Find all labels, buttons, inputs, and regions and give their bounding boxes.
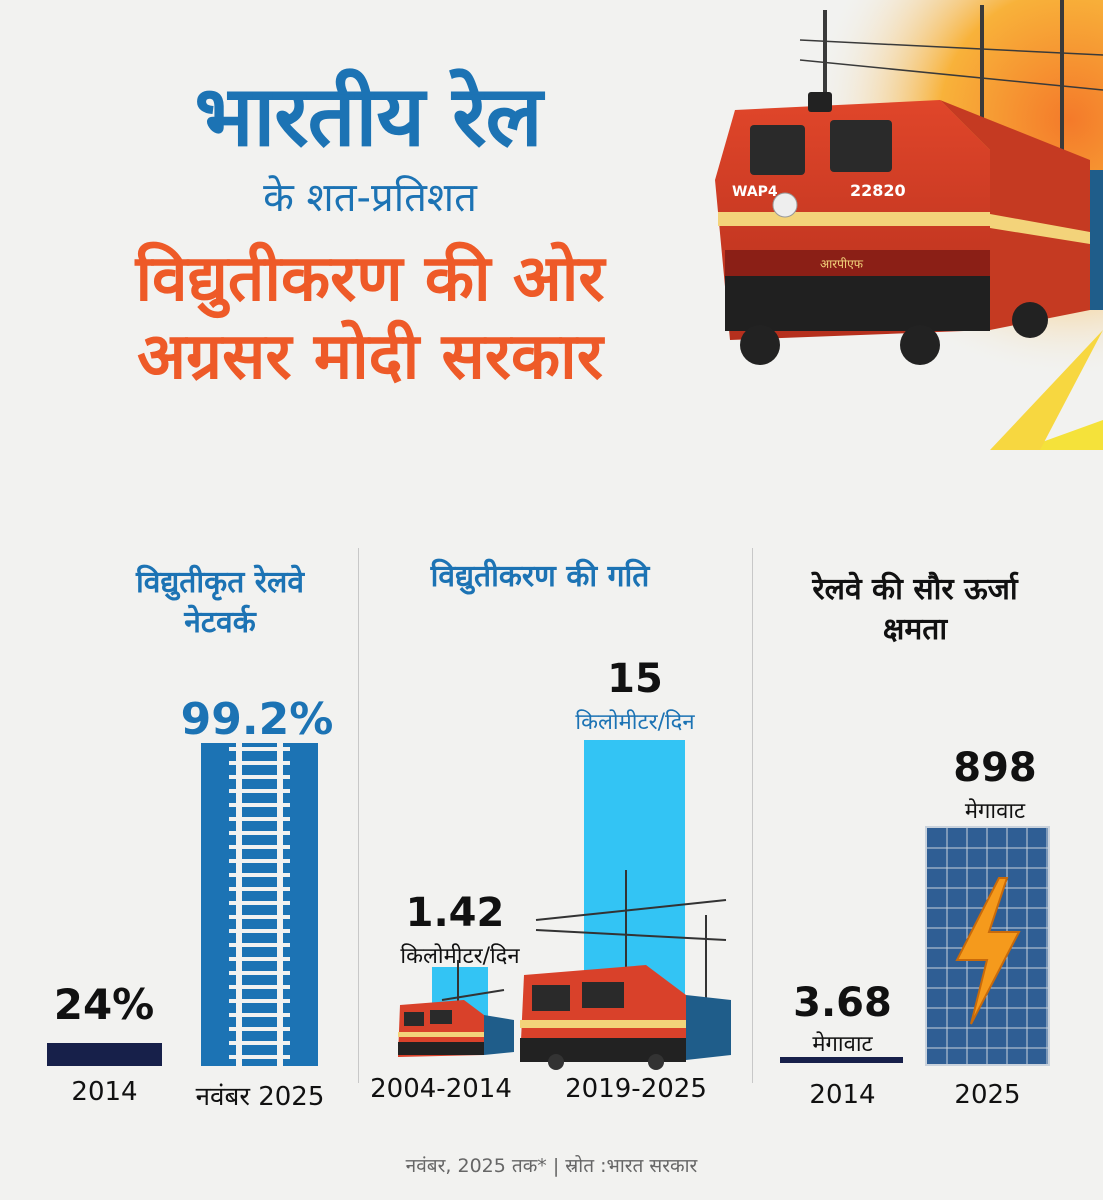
headline-tagline: विद्युतीकरण की ओर अग्रसर मोदी सरकार xyxy=(40,240,700,396)
year-label-2004-2014-speed: 2004-2014 xyxy=(370,1074,512,1104)
unit-label-2004-2014-speed: किलोमीटर/दिन xyxy=(400,944,520,969)
year-label-2025-solar: 2025 xyxy=(954,1080,1021,1110)
lightning-bolt-icon xyxy=(955,877,1021,1025)
bar-2014-network xyxy=(47,1043,162,1066)
year-label-2019-2025-speed: 2019-2025 xyxy=(565,1074,707,1104)
value-label-2019-2025-speed: 15 xyxy=(607,656,663,702)
year-label-2014-solar: 2014 xyxy=(809,1080,876,1110)
value-label-2014-network: 24% xyxy=(53,980,155,1029)
electrification-speed-title: विद्युतीकरण की गति xyxy=(420,557,660,597)
value-label-2014-solar: 3.68 xyxy=(793,980,892,1026)
small-locomotive-icon xyxy=(398,960,514,1057)
headline-title: भारतीय रेल xyxy=(194,67,542,165)
large-locomotive-icon xyxy=(520,870,731,1070)
tagline-line-2: अग्रसर मोदी सरकार xyxy=(137,320,603,394)
bar-nov2025-network xyxy=(201,743,318,1066)
value-label-2004-2014-speed: 1.42 xyxy=(405,890,505,936)
loco-model-label: WAP4 xyxy=(732,184,778,200)
solar-capacity-title: रेलवे की सौर ऊर्जा क्षमता xyxy=(812,572,1018,647)
bar-2014-solar xyxy=(780,1057,903,1063)
locomotive-body: WAP4 22820 आरपीएफ xyxy=(715,92,1103,365)
value-label-2025-network: 99.2% xyxy=(180,694,334,745)
unit-label-2025-solar: मेगावाट xyxy=(964,799,1026,824)
section-divider xyxy=(358,548,359,1083)
headline-subtitle: के शत-प्रतिशत xyxy=(263,175,477,221)
unit-label-2019-2025-speed: किलोमीटर/दिन xyxy=(575,710,695,735)
source-footnote: नवंबर, 2025 तक* | स्रोत :भारत सरकार xyxy=(405,1155,698,1177)
bar-2025-solar xyxy=(925,826,1050,1066)
year-label-nov2025-network: नवंबर 2025 xyxy=(195,1082,325,1112)
tagline-line-1: विद्युतीकरण की ओर xyxy=(135,242,605,316)
unit-label-2014-solar: मेगावाट xyxy=(812,1032,873,1057)
year-label-2014-network: 2014 xyxy=(71,1077,138,1107)
value-label-2025-solar: 898 xyxy=(953,745,1037,791)
electrification-speed-title-text: विद्युतीकरण की गति xyxy=(430,559,650,594)
loco-plate-label: आरपीएफ xyxy=(820,257,864,271)
loco-number-label: 22820 xyxy=(850,181,906,200)
solar-panel-grid xyxy=(927,828,1048,1064)
locomotive-illustration: WAP4 22820 आरपीएफ xyxy=(690,0,1103,450)
sun-ray xyxy=(990,330,1103,450)
electrified-network-title: विद्युतीकृत रेलवे नेटवर्क xyxy=(135,565,305,640)
section-divider xyxy=(752,548,753,1083)
rail-track-pattern xyxy=(229,743,290,1066)
